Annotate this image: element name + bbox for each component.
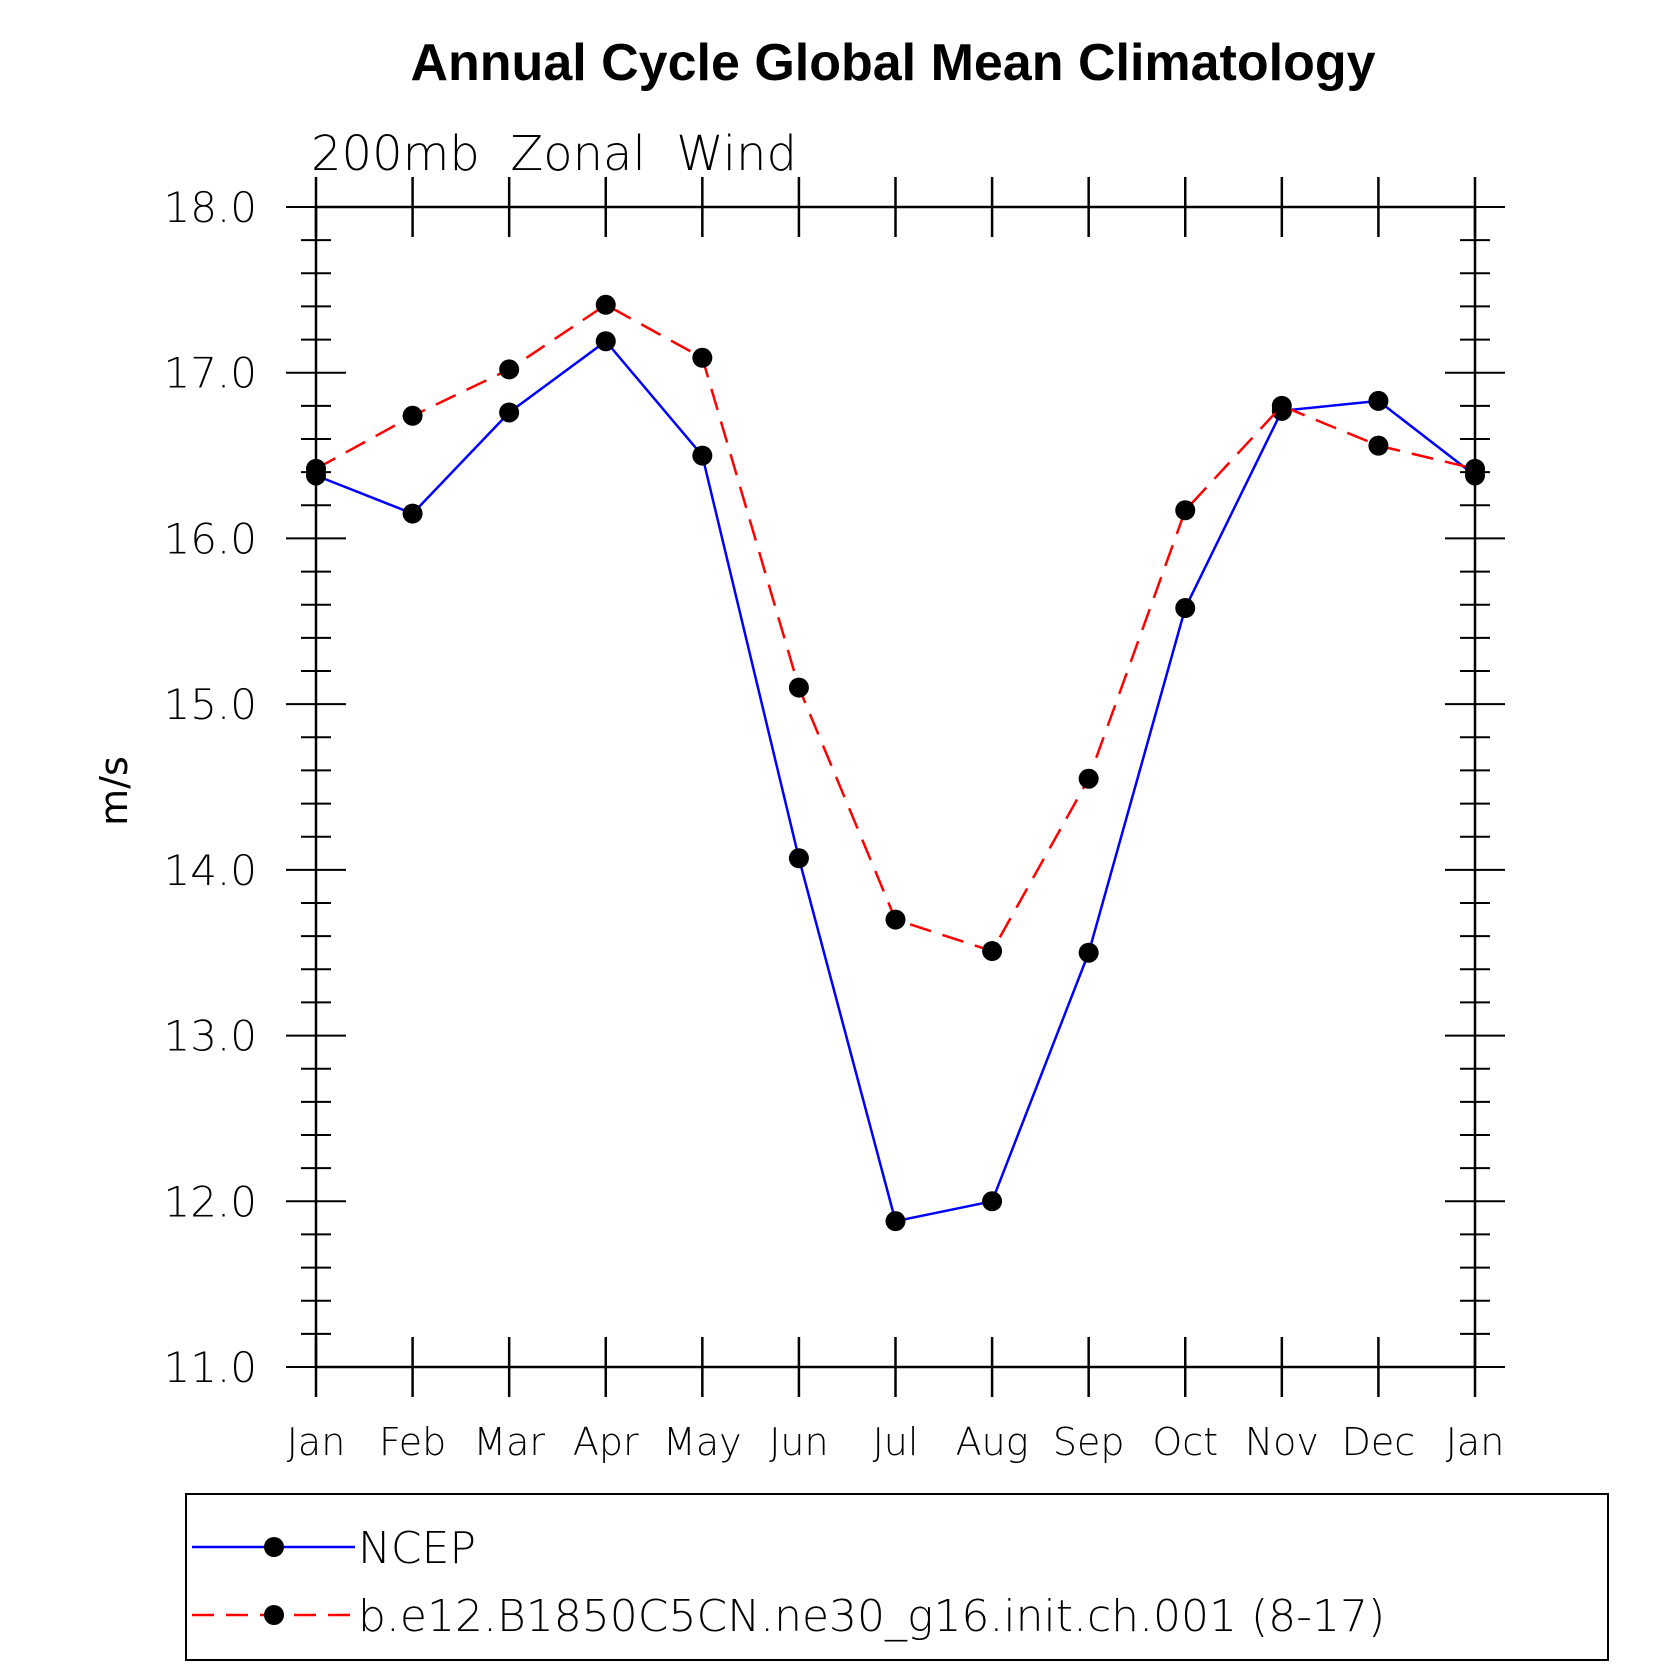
series-line xyxy=(315,339,1476,1223)
data-point xyxy=(885,1211,906,1232)
chart-title: Annual Cycle Global Mean Climatology xyxy=(410,34,1375,92)
data-point xyxy=(788,677,809,698)
data-point xyxy=(788,848,809,869)
x-tick-label: Jul xyxy=(873,1420,919,1464)
legend-marker-2 xyxy=(264,1605,284,1625)
x-tick-label: Jun xyxy=(769,1420,828,1464)
data-point xyxy=(1368,435,1389,456)
x-tick-label: Sep xyxy=(1053,1420,1125,1464)
x-tick-label: Oct xyxy=(1152,1420,1218,1464)
x-tick-label: Jan xyxy=(1446,1420,1505,1464)
data-point xyxy=(499,359,520,380)
series-line xyxy=(315,303,1476,953)
data-point xyxy=(595,331,616,352)
y-tick-label: 16.0 xyxy=(163,514,257,563)
data-point xyxy=(982,1191,1003,1212)
y-tick-label: 11.0 xyxy=(163,1343,257,1392)
data-point xyxy=(1271,395,1292,416)
y-tick-label: 18.0 xyxy=(163,183,257,232)
data-point xyxy=(499,402,520,423)
x-tick-label: Mar xyxy=(473,1420,545,1464)
series-1 xyxy=(306,331,1485,1232)
data-point xyxy=(1078,768,1099,789)
legend: NCEP b.e12.B1850C5CN.ne30_g16.init.ch.001… xyxy=(185,1493,1609,1661)
series-2 xyxy=(306,294,1485,962)
series-layer xyxy=(306,294,1485,1232)
data-point xyxy=(402,405,423,426)
legend-box xyxy=(185,1493,1609,1661)
y-tick-label: 15.0 xyxy=(163,680,257,729)
x-tick-label: Apr xyxy=(573,1420,639,1464)
data-point xyxy=(1465,458,1485,479)
y-tick-label: 13.0 xyxy=(163,1012,257,1061)
chart-subtitle: 200mb Zonal Wind xyxy=(311,126,797,182)
data-point xyxy=(692,445,713,466)
data-point xyxy=(1368,390,1389,411)
y-tick-label: 12.0 xyxy=(163,1177,257,1226)
legend-label-2: b.e12.B1850C5CN.ne30_g16.init.ch.001 (8-… xyxy=(358,1591,1385,1642)
data-point xyxy=(1078,942,1099,963)
x-tick-label: Nov xyxy=(1245,1420,1319,1464)
legend-marker-1 xyxy=(264,1537,284,1557)
data-point xyxy=(306,458,326,479)
x-tick-label: Dec xyxy=(1342,1420,1416,1464)
y-tick-label: 14.0 xyxy=(163,846,257,895)
data-point xyxy=(692,347,713,368)
legend-label-1: NCEP xyxy=(358,1523,476,1574)
data-point xyxy=(982,941,1003,962)
data-point xyxy=(1175,598,1196,619)
y-tick-label: 17.0 xyxy=(163,349,257,398)
x-tick-label: Jan xyxy=(287,1420,346,1464)
x-tick-label: Feb xyxy=(379,1420,446,1464)
plot-axes: Jan Feb Mar Apr May Jun Jul Aug Sep Oct Nov Dec Jan 1… xyxy=(163,177,1505,1464)
data-point xyxy=(885,909,906,930)
x-tick-label: May xyxy=(663,1420,742,1464)
x-tick-label: Aug xyxy=(956,1420,1029,1464)
data-point xyxy=(595,294,616,315)
y-axis-label: m/s xyxy=(92,756,136,826)
data-point xyxy=(402,503,423,524)
data-point xyxy=(1175,500,1196,521)
plot-frame xyxy=(314,205,1477,1369)
